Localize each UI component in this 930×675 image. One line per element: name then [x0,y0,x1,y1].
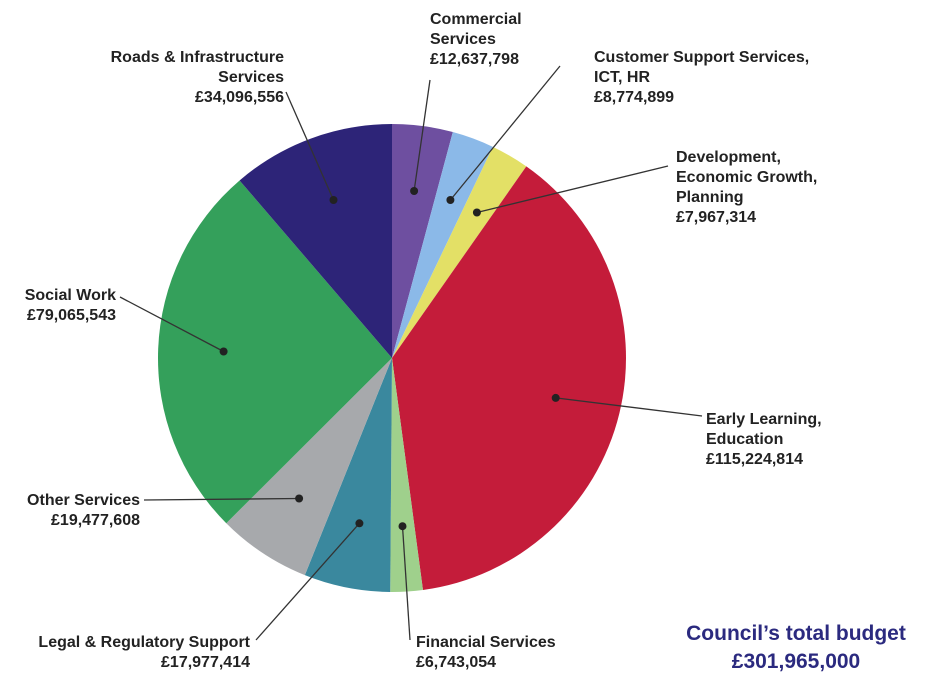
slice-value-legal-and-regulatory-support: £17,977,414 [161,654,250,671]
leader-line-development-economic-growth-planning [476,165,669,214]
slice-label-roads-and-infrastructure-services: Services [218,69,284,86]
slice-label-social-work: Social Work [25,287,116,304]
leader-line-customer-support-services-ict-hr [449,65,561,201]
slice-label-development-economic-growth-planning: Economic Growth, [676,169,817,186]
slice-value-financial-services: £6,743,054 [416,654,496,671]
total-budget-label: Council’s total budget [686,622,906,645]
slice-label-early-learning-education: Education [706,431,783,448]
leader-dot-development-economic-growth-planning [472,208,481,217]
slice-value-customer-support-services-ict-hr: £8,774,899 [594,89,674,106]
slice-label-development-economic-growth-planning: Development, [676,149,781,166]
leader-dot-social-work [219,347,228,356]
leader-lines [119,65,703,641]
slice-label-financial-services: Financial Services [416,634,556,651]
leader-line-roads-and-infrastructure-services [285,91,335,201]
leader-dot-other-services [295,494,304,503]
leader-dot-financial-services [398,522,407,531]
leader-line-early-learning-education [555,397,703,417]
leader-line-legal-and-regulatory-support [255,522,360,641]
leader-line-financial-services [401,526,411,641]
slice-label-early-learning-education: Early Learning, [706,411,822,428]
leader-line-commercial-services [413,79,431,192]
pie-slice-social-work [157,180,392,524]
slice-label-legal-and-regulatory-support: Legal & Regulatory Support [38,634,250,651]
slice-value-early-learning-education: £115,224,814 [706,451,803,468]
slice-value-social-work: £79,065,543 [27,307,116,324]
pie-slice-development-economic-growth-planning [392,146,527,358]
leader-dot-customer-support-services-ict-hr [446,196,455,204]
leader-line-social-work [119,296,224,353]
pie-slice-roads-and-infrastructure-services [239,124,392,358]
slice-label-customer-support-services-ict-hr: ICT, HR [594,69,650,86]
slice-value-roads-and-infrastructure-services: £34,096,556 [195,89,284,106]
pie-slices [157,123,627,592]
leader-dot-commercial-services [410,187,419,195]
slice-label-customer-support-services-ict-hr: Customer Support Services, [594,49,809,66]
total-budget-value: £301,965,000 [732,650,860,673]
pie-slice-legal-and-regulatory-support [304,358,392,592]
leader-dot-roads-and-infrastructure-services [329,196,338,204]
leader-line-other-services [143,497,300,501]
slice-label-roads-and-infrastructure-services: Roads & Infrastructure [111,49,284,66]
slice-label-other-services: Other Services [27,492,140,509]
slice-value-other-services: £19,477,608 [51,512,140,529]
slice-label-commercial-services: Services [430,31,496,48]
pie-slice-other-services [226,358,392,576]
slice-label-commercial-services: Commercial [430,11,522,28]
slice-value-development-economic-growth-planning: £7,967,314 [676,209,756,226]
pie-slice-commercial-services [392,123,453,358]
pie-slice-customer-support-services-ict-hr [392,132,493,358]
pie-slice-early-learning-education [392,166,627,590]
slice-label-development-economic-growth-planning: Planning [676,189,744,206]
leader-dot-legal-and-regulatory-support [355,519,364,528]
leader-dot-early-learning-education [551,393,560,402]
slice-value-commercial-services: £12,637,798 [430,51,519,68]
slice-labels: Commercial Services £12,637,798 Customer Su… [25,11,822,671]
pie-slice-financial-services [390,358,423,592]
